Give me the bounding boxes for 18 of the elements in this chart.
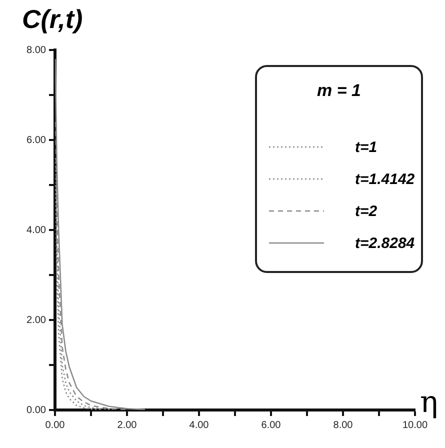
legend-label: t=1.4142 [355,170,415,188]
legend-label: t=1 [355,138,378,156]
x-tick-label: 6.00 [261,420,282,431]
legend-title: m = 1 [316,81,362,101]
x-axis-title: η [420,385,438,420]
x-tick-label: 4.00 [189,420,210,431]
legend-label: t=2 [355,202,378,220]
y-tick-label: 6.00 [26,134,46,146]
y-tick-label: 2.00 [26,314,46,326]
y-tick-label: 0.00 [26,404,46,416]
y-tick-label: 8.00 [26,44,46,56]
y-axis-title: C(r,t) [22,4,83,35]
x-tick-label: 0.00 [45,420,66,431]
x-tick-label: 8.00 [333,420,354,431]
x-tick-label: 2.00 [117,420,138,431]
legend-label: t=2.8284 [355,234,415,252]
y-tick-label: 4.00 [26,224,46,236]
x-tick-label: 10.00 [402,420,428,431]
